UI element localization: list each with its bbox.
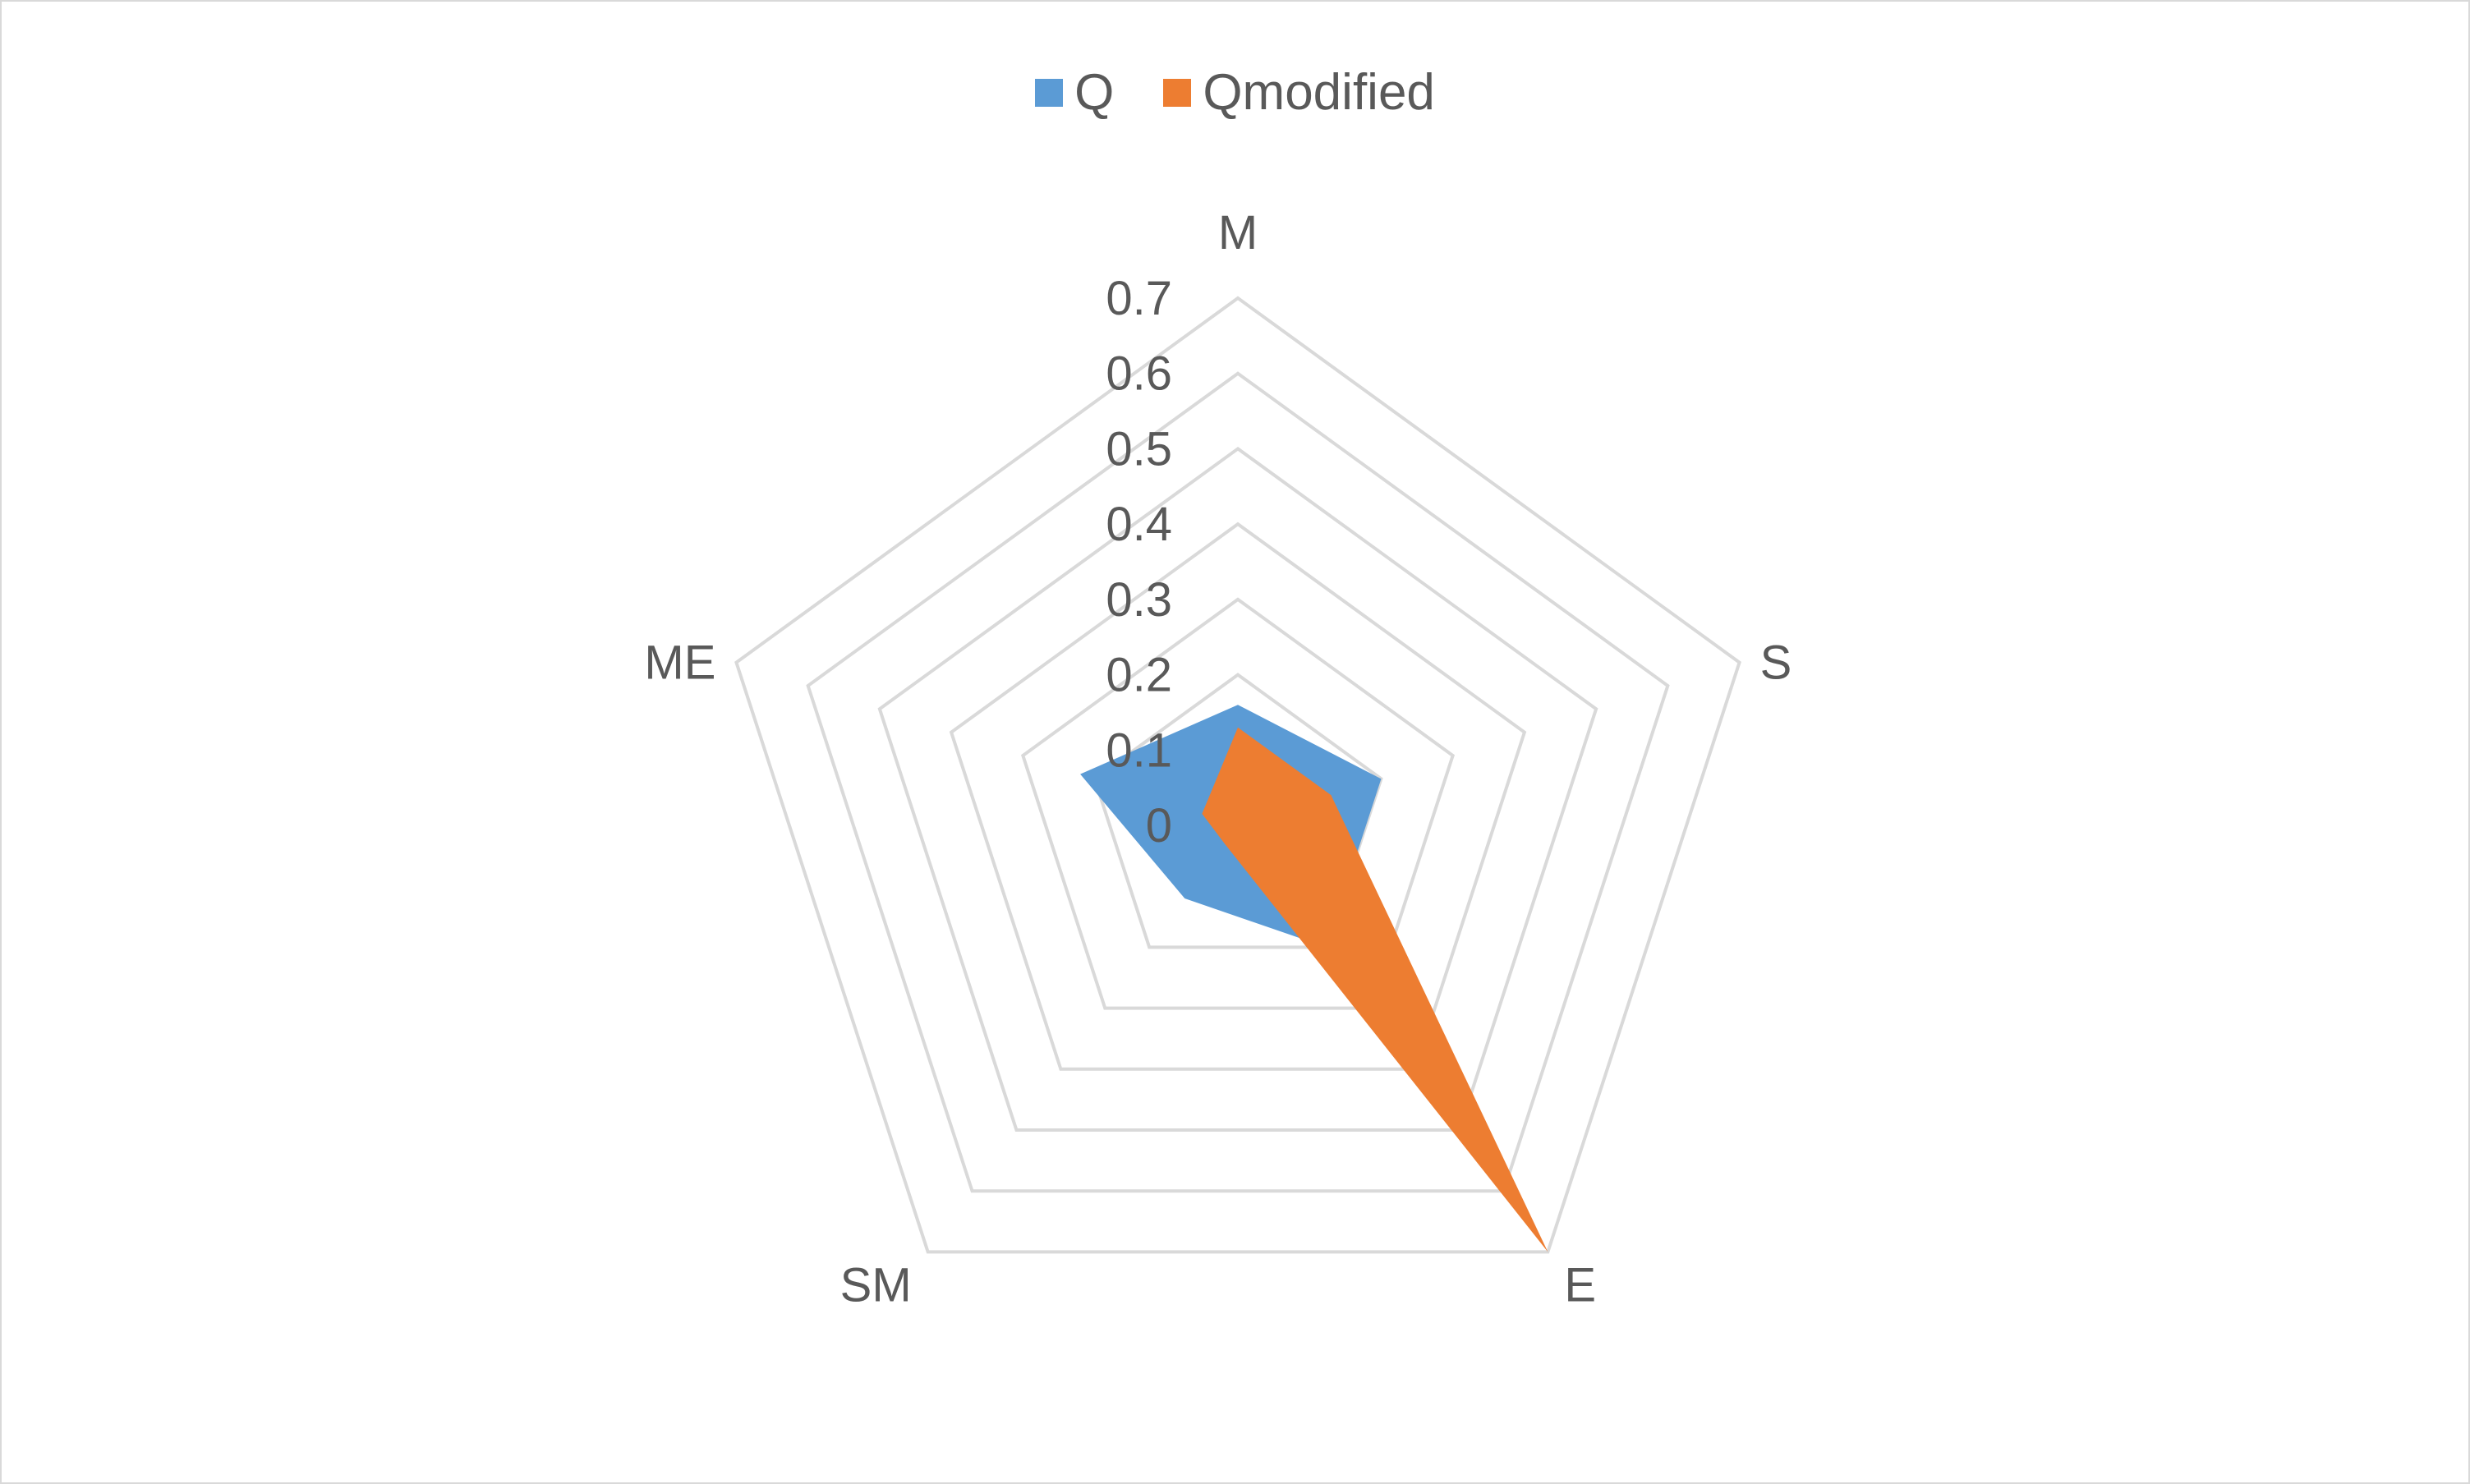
- legend-swatch-qmodified: [1163, 79, 1192, 107]
- grid-ring-4: [949, 521, 1527, 1071]
- tick-label: 0.5: [1106, 422, 1172, 476]
- grid-ring-3: [1020, 597, 1456, 1010]
- tick-labels: 0 0.1 0.2 0.3 0.4 0.5 0.6 0.7: [1106, 272, 1172, 852]
- category-label-me: ME: [644, 636, 715, 690]
- legend-item-qmodified: Qmodified: [1163, 67, 1435, 118]
- category-label-s: S: [1760, 636, 1792, 690]
- category-label-e: E: [1564, 1258, 1596, 1312]
- tick-label: 0: [1146, 799, 1172, 852]
- series-area-qmodified: [1202, 727, 1548, 1252]
- tick-label: 0.4: [1106, 498, 1172, 551]
- grid-ring-5: [877, 446, 1598, 1132]
- legend: Q Qmodified: [0, 67, 2470, 118]
- series-layer: [1080, 705, 1548, 1252]
- tick-label: 0.1: [1106, 724, 1172, 777]
- grid-ring-6: [806, 371, 1670, 1193]
- category-label-m: M: [1218, 206, 1258, 260]
- grid-ring-7: [734, 296, 1741, 1254]
- axis-labels: M S E SM ME: [644, 206, 1792, 1312]
- category-label-sm: SM: [840, 1258, 912, 1312]
- legend-label-qmodified: Qmodified: [1203, 64, 1435, 121]
- tick-label: 0.2: [1106, 649, 1172, 702]
- tick-label: 0.7: [1106, 272, 1172, 325]
- tick-label: 0.3: [1106, 573, 1172, 627]
- legend-swatch-q: [1035, 79, 1064, 107]
- legend-item-q: Q: [1035, 67, 1114, 118]
- legend-label-q: Q: [1074, 64, 1115, 121]
- tick-label: 0.6: [1106, 347, 1172, 401]
